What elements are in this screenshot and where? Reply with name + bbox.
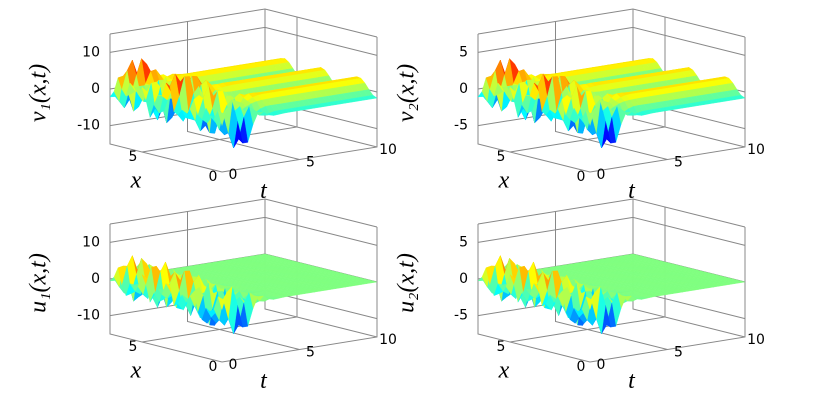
z-tick-label: 0 [459,271,468,287]
grid-line [478,27,745,55]
z-tick-label: 0 [91,271,100,287]
y-tick-label: 5 [306,155,315,171]
x-tick-label: 5 [497,149,506,165]
y-tick-label: 0 [229,357,238,373]
x-tick-label: 0 [577,359,586,375]
x-tick-label: 5 [129,149,138,165]
y-axis-label: t [260,178,268,204]
x-tick-label: 0 [209,169,218,185]
grid-line [478,217,745,245]
x-axis-label: x [130,358,142,384]
y-tick-label: 5 [306,345,315,361]
box-edge [478,9,745,37]
panel: -5 0 5 0 5 0 5 10 x t v₂(x,t) [394,9,765,204]
z-tick-label: 0 [91,81,100,97]
z-tick-label: 10 [82,44,100,60]
x-tick-label: 0 [209,359,218,375]
z-tick-label: -5 [454,118,468,134]
z-axis-label: u₁(x,t) [26,253,52,313]
z-tick-label: 0 [459,81,468,97]
x-tick-label: 5 [129,339,138,355]
z-tick-label: -5 [454,308,468,324]
x-axis-label: x [498,358,510,384]
panel: -5 0 5 0 5 0 5 10 x t u₂(x,t) [394,199,765,394]
z-axis-label: v₁(x,t) [26,64,52,122]
y-tick-label: 10 [379,332,397,348]
z-tick-label: 5 [459,44,468,60]
x-tick-label: 5 [497,339,506,355]
z-tick-label: 10 [82,234,100,250]
z-axis-label: v₂(x,t) [394,64,420,122]
y-axis-label: t [260,368,268,394]
y-axis-label: t [628,178,636,204]
y-tick-label: 5 [674,155,683,171]
grid-line [110,217,377,245]
box-edge [478,199,745,227]
y-tick-label: 10 [379,142,397,158]
panel: -10 0 10 0 5 0 5 10 x t v₁(x,t) [26,9,397,204]
x-axis-label: x [498,168,510,194]
panel: -10 0 10 0 5 0 5 10 x t u₁(x,t) [26,199,397,394]
z-tick-label: -10 [77,308,100,324]
box-edge [110,9,377,37]
grid-line [110,27,377,55]
y-tick-label: 0 [597,357,606,373]
y-tick-label: 0 [597,167,606,183]
y-tick-label: 10 [747,332,765,348]
y-tick-label: 0 [229,167,238,183]
box-edge [110,199,377,227]
y-tick-label: 10 [747,142,765,158]
y-axis-label: t [628,368,636,394]
y-tick-label: 5 [674,345,683,361]
z-tick-label: -10 [77,118,100,134]
z-tick-label: 5 [459,234,468,250]
x-axis-label: x [130,168,142,194]
z-axis-label: u₂(x,t) [394,253,420,313]
x-tick-label: 0 [577,169,586,185]
